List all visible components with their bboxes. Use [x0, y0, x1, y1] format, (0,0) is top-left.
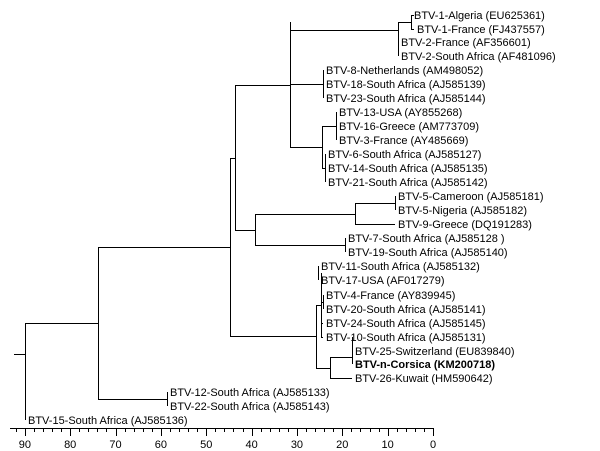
leaf-label: BTV-23-South Africa (AJ585144) [326, 93, 486, 105]
axis-tick-label: 60 [155, 439, 167, 451]
leaf-label: BTV-9-Greece (DQ191283) [398, 219, 532, 231]
leaf-label: BTV-22-South Africa (AJ585143) [170, 401, 330, 413]
axis-tick-label: 30 [291, 439, 303, 451]
leaf-label: BTV-12-South Africa (AJ585133) [170, 387, 330, 399]
leaf-label: BTV-15-South Africa (AJ585136) [28, 415, 188, 427]
leaf-label: BTV-7-South Africa (AJ585128 ) [348, 233, 505, 245]
leaf-label: BTV-5-Cameroon (AJ585181) [398, 191, 544, 203]
leaf-label: BTV-n-Corsica (KM200718) [355, 359, 495, 371]
leaf-label: BTV-6-South Africa (AJ585127) [328, 149, 481, 161]
leaf-label: BTV-2-South Africa (AF481096) [401, 51, 556, 63]
leaf-label: BTV-1-France (FJ437557) [417, 24, 545, 36]
leaf-label: BTV-24-South Africa (AJ585145) [326, 318, 486, 330]
axis-tick-label: 10 [382, 439, 394, 451]
leaf-label: BTV-10-South Africa (AJ585131) [326, 332, 486, 344]
tree-branches [14, 15, 414, 420]
leaf-label: BTV-8-Netherlands (AM498052) [326, 65, 483, 77]
leaf-label: BTV-5-Nigeria (AJ585182) [398, 205, 527, 217]
leaf-label: BTV-21-South Africa (AJ585142) [328, 177, 488, 189]
leaf-label: BTV-13-USA (AY855268) [339, 107, 462, 119]
axis-tick-label: 90 [19, 439, 31, 451]
axis-tick-label: 40 [245, 439, 257, 451]
leaf-label: BTV-2-France (AF356601) [401, 37, 531, 49]
leaf-label: BTV-26-Kuwait (HM590642) [355, 373, 493, 385]
distance-scale-axis: 90 80 70 60 50 40 30 20 10 0 [10, 428, 436, 451]
axis-tick-label: 20 [336, 439, 348, 451]
leaf-label: BTV-3-France (AY485669) [339, 135, 468, 147]
leaf-labels: BTV-1-Algeria (EU625361) BTV-1-France (FJ… [28, 10, 556, 427]
leaf-label: BTV-25-Switzerland (EU839840) [355, 346, 515, 358]
leaf-label: BTV-1-Algeria (EU625361) [414, 10, 545, 22]
axis-tick-label: 50 [200, 439, 212, 451]
leaf-label: BTV-11-South Africa (AJ585132) [321, 261, 480, 273]
leaf-label: BTV-4-France (AY839945) [326, 290, 455, 302]
leaf-label: BTV-14-South Africa (AJ585135) [328, 163, 488, 175]
leaf-label: BTV-18-South Africa (AJ585139) [326, 79, 486, 91]
leaf-label: BTV-20-South Africa (AJ585141) [326, 304, 486, 316]
leaf-label: BTV-17-USA (AF017279) [321, 275, 445, 287]
leaf-label: BTV-19-South Africa (AJ585140) [348, 247, 508, 259]
leaf-label: BTV-16-Greece (AM773709) [339, 121, 479, 133]
axis-tick-label: 0 [430, 439, 436, 451]
axis-tick-label: 80 [64, 439, 76, 451]
axis-tick-label: 70 [109, 439, 121, 451]
